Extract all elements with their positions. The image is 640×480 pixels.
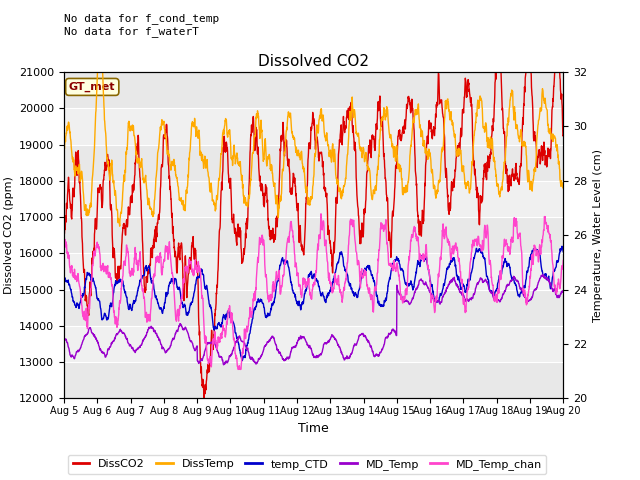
Legend: DissCO2, DissTemp, temp_CTD, MD_Temp, MD_Temp_chan: DissCO2, DissTemp, temp_CTD, MD_Temp, MD… xyxy=(68,455,546,474)
Y-axis label: Dissolved CO2 (ppm): Dissolved CO2 (ppm) xyxy=(4,176,13,294)
Title: Dissolved CO2: Dissolved CO2 xyxy=(258,54,369,70)
Bar xyxy=(64,181,563,217)
Bar xyxy=(64,253,563,289)
Bar xyxy=(64,72,563,108)
Text: GT_met: GT_met xyxy=(69,82,115,92)
Bar xyxy=(64,326,563,362)
X-axis label: Time: Time xyxy=(298,421,329,434)
Bar xyxy=(64,217,563,253)
Text: No data for f_cond_temp
No data for f_waterT: No data for f_cond_temp No data for f_wa… xyxy=(64,13,220,36)
Bar xyxy=(64,289,563,326)
Bar xyxy=(64,362,563,398)
Bar xyxy=(64,144,563,181)
Y-axis label: Temperature, Water Level (cm): Temperature, Water Level (cm) xyxy=(593,149,603,322)
Bar xyxy=(64,108,563,144)
